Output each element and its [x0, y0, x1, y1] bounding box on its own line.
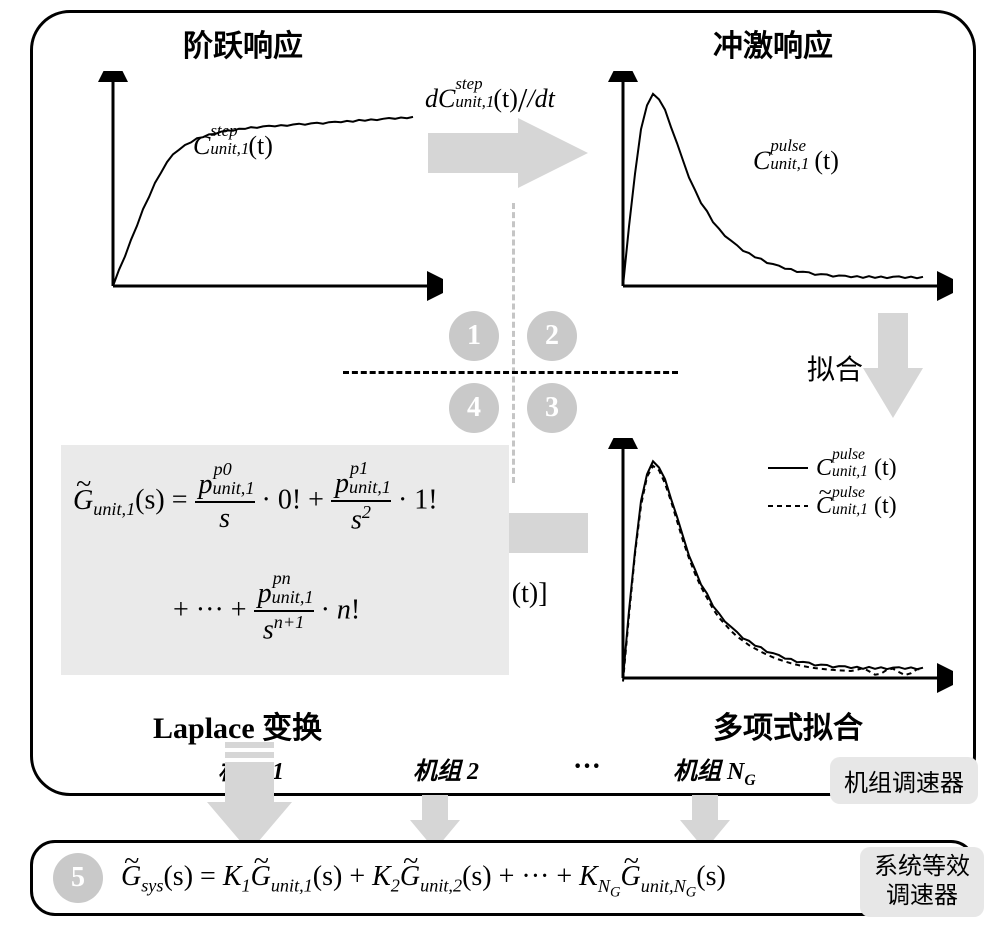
page-root: 阶跃响应 冲激响应 Cstepunit,1(t) dCstepunit,1(t)…	[0, 0, 1000, 934]
label-cstep: Cstepunit,1(t)	[193, 131, 273, 161]
chart-pulse: Cpulseunit,1(t)	[593, 71, 953, 301]
legend-cpulse: Cpulseunit,1(t)	[816, 455, 897, 482]
title-step: 阶跃响应	[183, 21, 303, 65]
arrow-laplace-down-big	[207, 742, 292, 852]
legend-ctilde: Cpulseunit,1(t)	[816, 493, 897, 520]
horizontal-dash	[343, 371, 678, 374]
label-dcdt: dCstepunit,1(t)//dt	[425, 78, 555, 116]
chart-step-svg	[83, 71, 443, 301]
label-cpulse: Cpulseunit,1(t)	[753, 146, 839, 176]
title-polyfit: 多项式拟合	[713, 703, 863, 747]
label-dots: ···	[573, 751, 601, 783]
label-fit: 拟合	[807, 348, 863, 388]
badge-sys-gov: 系统等效调速器	[860, 847, 984, 917]
main-panel: 阶跃响应 冲激响应 Cstepunit,1(t) dCstepunit,1(t)…	[30, 10, 976, 796]
bottom-panel: 5 Gsys(s) = K1Gunit,1(s) + K2Gunit,2(s) …	[30, 840, 976, 916]
num-4: 4	[449, 383, 499, 433]
eq-gsys: Gsys(s) = K1Gunit,1(s) + K2Gunit,2(s) + …	[121, 861, 726, 901]
title-pulse: 冲激响应	[713, 21, 833, 65]
chart-polyfit: Cpulseunit,1(t) Cpulseunit,1(t)	[593, 438, 953, 693]
num-2: 2	[527, 311, 577, 361]
chart-polyfit-svg	[593, 438, 953, 693]
num-5: 5	[53, 853, 103, 903]
label-unitN: 机组 NG	[673, 751, 756, 790]
title-laplace: Laplace 变换	[153, 703, 322, 747]
label-unit2: 机组 2	[413, 751, 479, 786]
arrow-pulse-to-fit	[863, 313, 923, 418]
num-1: 1	[449, 311, 499, 361]
vertical-dash	[512, 203, 515, 483]
num-3: 3	[527, 383, 577, 433]
badge-unit-gov: 机组调速器	[830, 757, 978, 804]
arrow-step-to-pulse	[428, 118, 588, 188]
pulse-curve	[623, 94, 923, 286]
eq-line2: + ··· + ppnunit,1 sn+1 · n!	[173, 578, 360, 646]
chart-pulse-svg	[593, 71, 953, 301]
eq-line1: Gunit,1(s) = pp0unit,1 s · 0! + pp1unit,…	[73, 468, 438, 536]
chart-step: Cstepunit,1(t)	[83, 71, 443, 301]
